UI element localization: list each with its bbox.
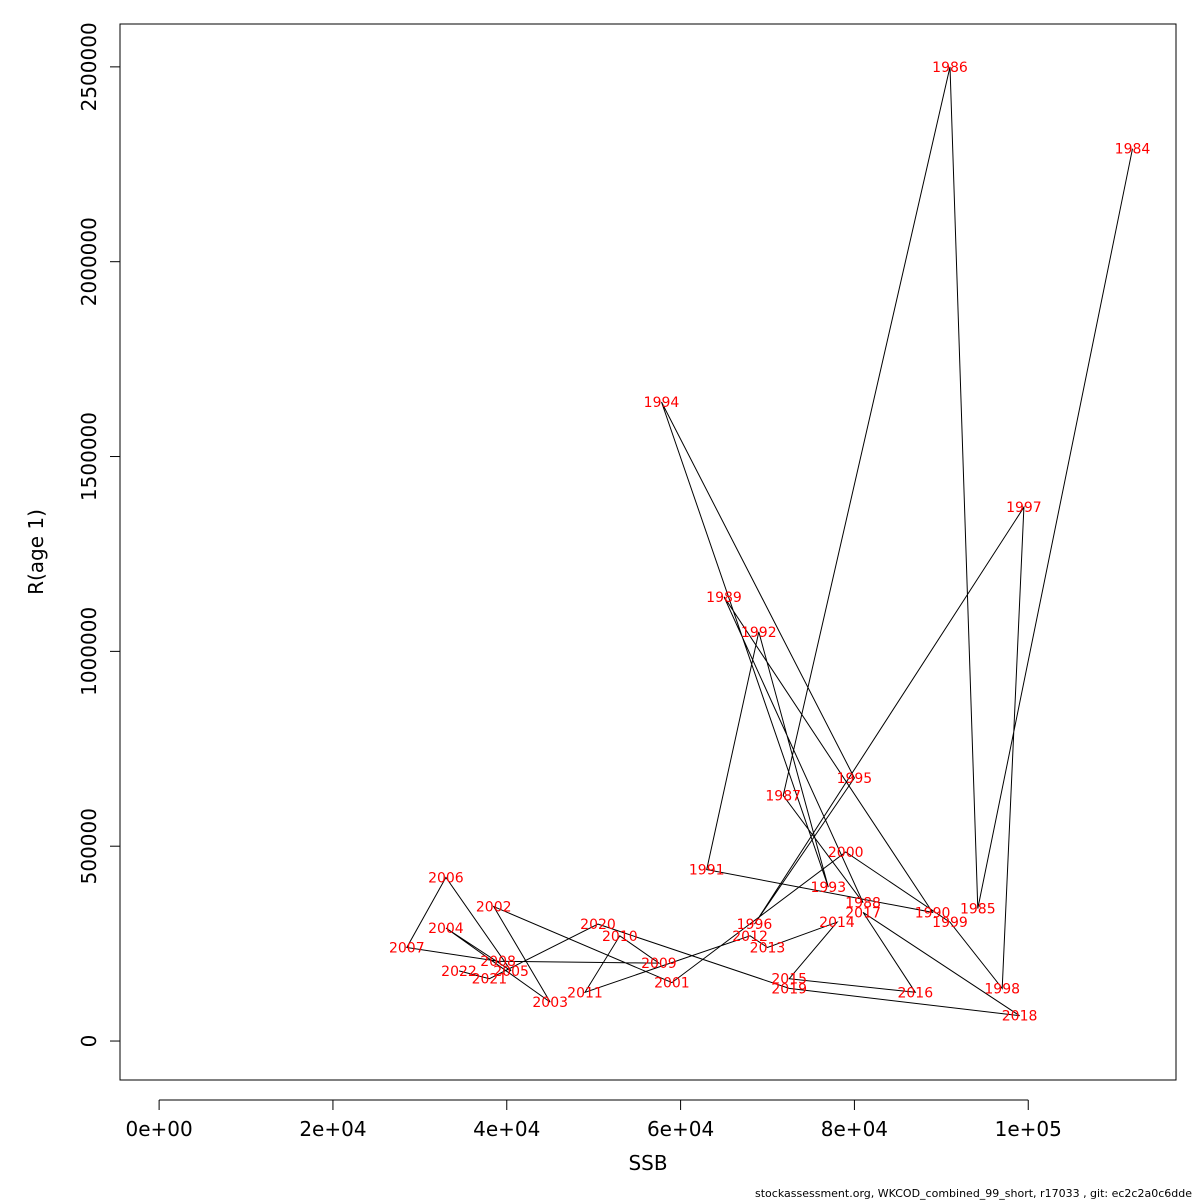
y-axis-title: R(age 1)	[24, 509, 48, 595]
point-label-1989: 1989	[706, 590, 742, 606]
plot-box	[119, 23, 1177, 1081]
y-tick-label: 1000000	[77, 607, 101, 696]
point-label-1994: 1994	[644, 395, 680, 411]
y-axis: 0 500000 1000000 1500000 2000000 2500000	[77, 22, 121, 1048]
y-tick-label: 2000000	[77, 217, 101, 306]
point-label-1995: 1995	[837, 771, 873, 787]
point-label-2011: 2011	[567, 985, 603, 1001]
point-label-1984: 1984	[1115, 142, 1151, 158]
point-label-1993: 1993	[810, 880, 846, 896]
point-label-2016: 2016	[897, 985, 933, 1001]
x-tick-label: 4e+04	[473, 1117, 540, 1141]
point-label-2015: 2015	[771, 972, 807, 988]
point-label-1986: 1986	[932, 60, 968, 76]
y-tick-label: 0	[77, 1035, 101, 1048]
y-tick-label: 2500000	[77, 22, 101, 111]
footer-credit: stockassessment.org, WKCOD_combined_99_s…	[755, 1187, 1192, 1200]
x-axis-title: SSB	[628, 1151, 667, 1175]
x-axis: 0e+00 2e+04 4e+04 6e+04 8e+04 1e+05	[125, 1099, 1062, 1141]
point-label-2001: 2001	[654, 976, 690, 992]
point-label-2014: 2014	[819, 915, 855, 931]
point-label-2007: 2007	[389, 941, 425, 957]
point-label-2000: 2000	[828, 845, 864, 861]
point-label-1987: 1987	[765, 789, 801, 805]
point-label-2018: 2018	[1002, 1009, 1038, 1025]
point-label-2017: 2017	[845, 905, 881, 921]
point-label-2003: 2003	[532, 995, 568, 1011]
point-label-2008: 2008	[480, 954, 516, 970]
point-label-2010: 2010	[602, 929, 638, 945]
year-labels: 1984 1985 1986 1987 1988 1989 1990 1991 1992 1993…	[389, 60, 1150, 1025]
recruitment-series-line	[406, 66, 1133, 1017]
point-label-2019: 2019	[771, 981, 807, 997]
point-label-1991: 1991	[689, 863, 725, 879]
y-tick-label: 500000	[77, 808, 101, 884]
point-label-1997: 1997	[1006, 500, 1042, 516]
point-label-1992: 1992	[741, 625, 777, 641]
point-label-1990: 1990	[915, 905, 951, 921]
x-tick-label: 6e+04	[647, 1117, 714, 1141]
point-label-2021: 2021	[472, 972, 508, 988]
point-label-1999: 1999	[932, 915, 968, 931]
y-tick-label: 1500000	[77, 412, 101, 501]
x-tick-label: 2e+04	[299, 1117, 366, 1141]
point-label-2013: 2013	[750, 941, 786, 957]
point-label-1988: 1988	[845, 896, 881, 912]
point-label-2009: 2009	[641, 956, 677, 972]
point-label-1998: 1998	[984, 981, 1020, 997]
point-label-1985: 1985	[960, 902, 996, 918]
point-label-1996: 1996	[737, 917, 773, 933]
point-label-2006: 2006	[428, 870, 464, 886]
point-label-2020: 2020	[580, 917, 616, 933]
point-label-2005: 2005	[493, 964, 529, 980]
point-label-2022: 2022	[441, 964, 477, 980]
point-label-2004: 2004	[428, 921, 464, 937]
x-tick-label: 0e+00	[125, 1117, 192, 1141]
point-label-2012: 2012	[732, 929, 768, 945]
point-label-2002: 2002	[476, 900, 512, 916]
series-polyline	[406, 66, 1133, 1017]
x-tick-label: 1e+05	[995, 1117, 1062, 1141]
x-tick-label: 8e+04	[821, 1117, 888, 1141]
